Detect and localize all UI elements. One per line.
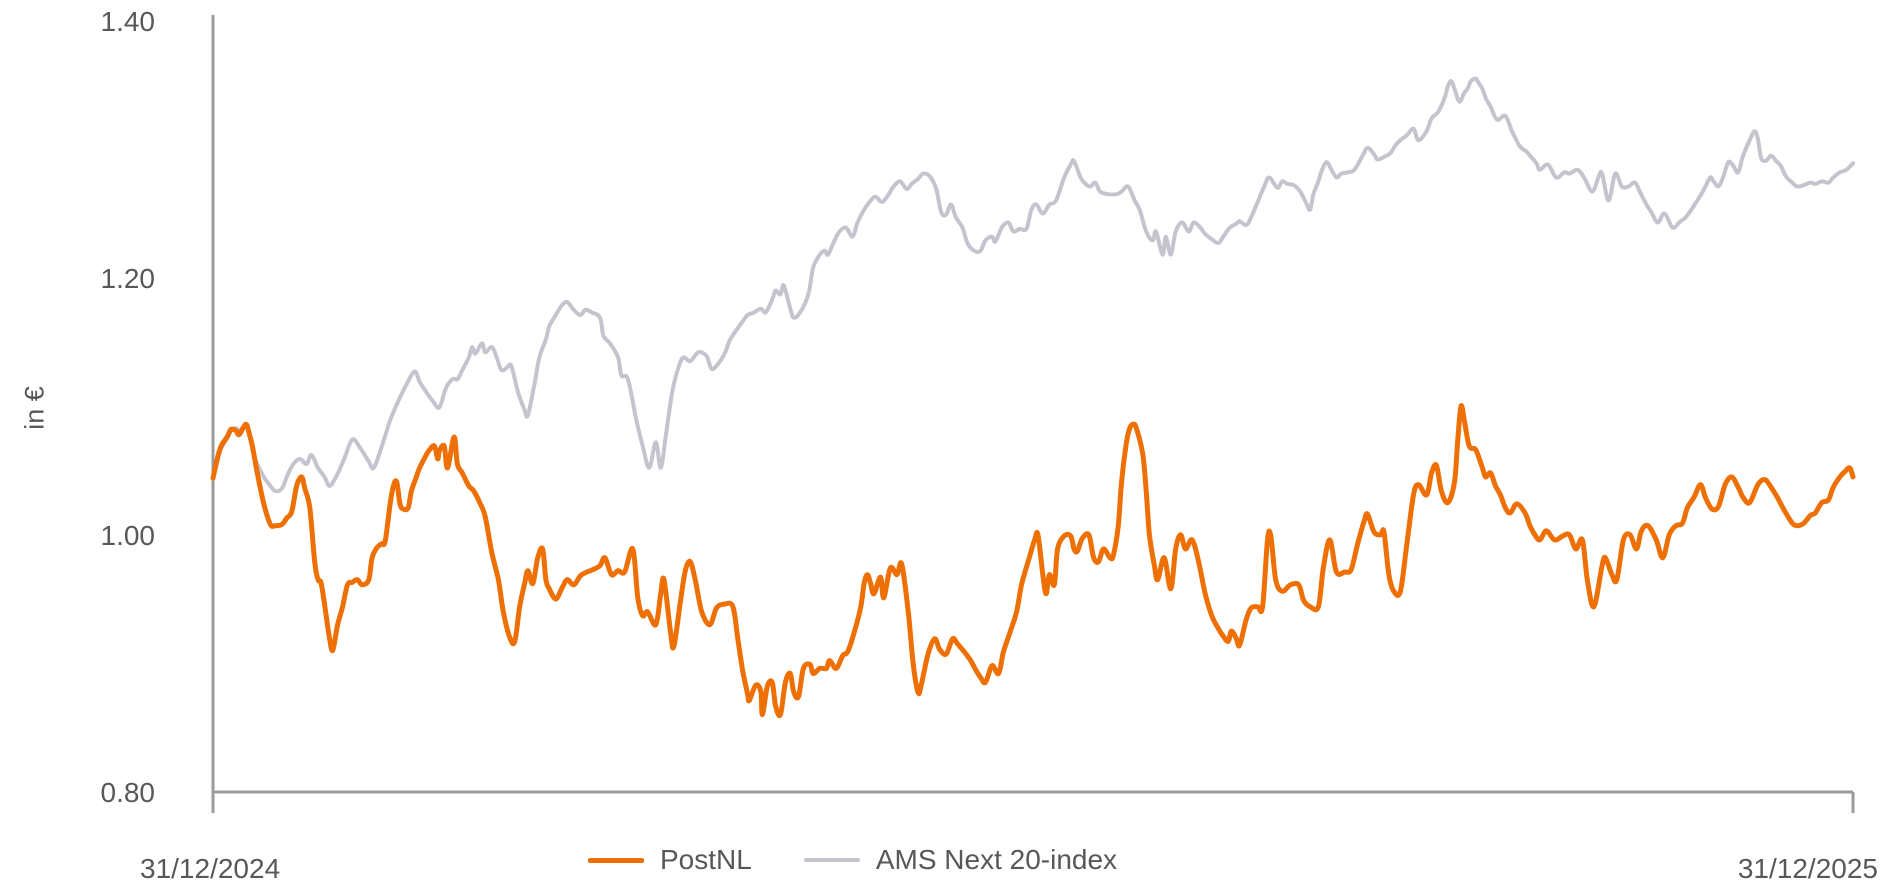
postnl-line [210,403,1856,719]
ams-next20-line [211,76,1855,494]
y-tick-label: 1.20 [100,263,156,294]
y-axis-title: in € [19,386,50,430]
postnl-line-swatch [588,857,644,863]
legend-item-postnl: PostNL [588,845,752,875]
x-axis-start-date: 31/12/2024 [140,853,281,884]
chart-legend: PostNL AMS Next 20-index [588,845,1117,875]
y-tick-label: 1.40 [100,6,156,37]
y-tick-label: 1.00 [100,520,156,551]
ams-next20-line-swatch [803,858,860,862]
legend-item-ams-next20: AMS Next 20-index [803,844,1118,875]
y-tick-label: 0.80 [100,777,156,808]
legend-label-ams-next20: AMS Next 20-index [875,844,1118,875]
legend-label-postnl: PostNL [660,844,752,875]
x-axis-end-date: 31/12/2025 [1737,853,1878,884]
